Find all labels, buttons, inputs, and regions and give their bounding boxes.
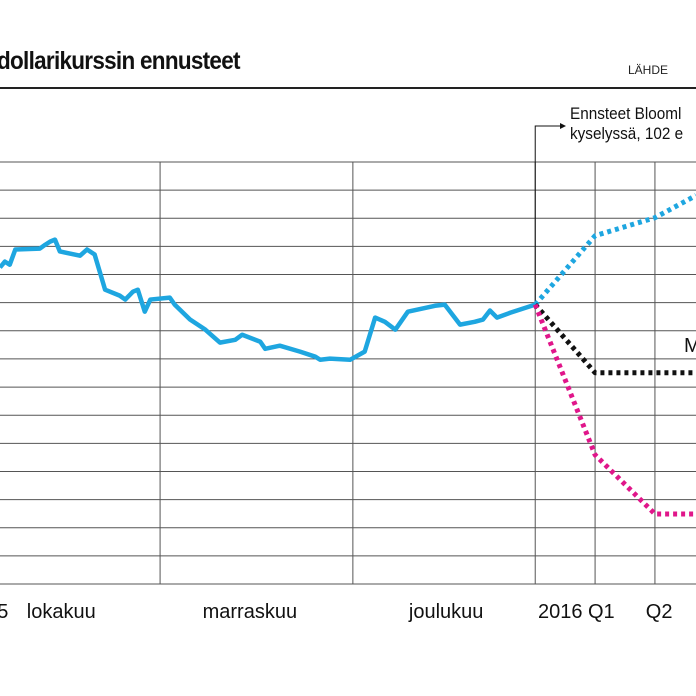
x-tick-label: joulukuu: [408, 601, 484, 623]
x-tick-label: marraskuu: [203, 601, 297, 623]
x-tick-label: lokakuu: [27, 601, 96, 623]
annotation-leader-line: [534, 125, 560, 305]
series-line-0: [0, 237, 536, 363]
series-line-3: [532, 303, 696, 517]
x-tick-label: Q1: [588, 601, 615, 623]
series-line-2: [533, 302, 696, 376]
source-label: LÄHDE: [628, 63, 669, 77]
series-line-1: [533, 193, 696, 307]
x-tick-label: 2016: [538, 601, 583, 623]
header-divider: [0, 87, 696, 89]
x-tick-label: Q2: [646, 601, 673, 623]
annotation-line-2: kyselyssä, 102 e: [570, 124, 684, 143]
annotation-line-1: Ennsteet Blooml: [570, 104, 682, 123]
x-tick-label: 5: [0, 601, 8, 623]
series-label: M: [684, 335, 696, 357]
chart-title: dollarikurssin ennusteet: [0, 47, 241, 75]
arrow-icon: [560, 123, 566, 129]
